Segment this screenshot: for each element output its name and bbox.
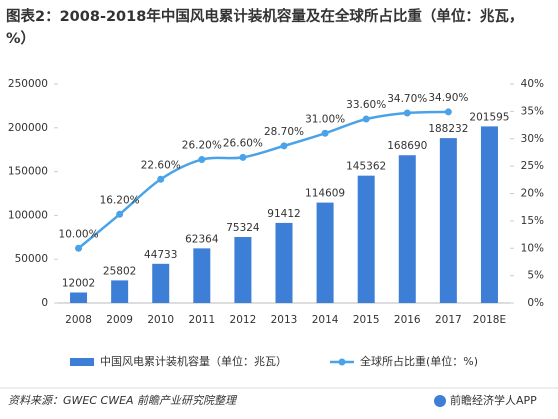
bar-label: 145362 [346,161,386,173]
bar [152,263,170,303]
y2-tick-label: 15% [521,215,544,227]
line-label: 26.60% [223,137,263,149]
line-point [444,108,452,116]
x-tick-label: 2017 [435,314,462,326]
bar [234,237,252,303]
y2-tick-label: 35% [521,105,544,117]
y2-tick-label: 30% [521,133,544,145]
bar-label: 168690 [387,140,427,152]
line-point [157,175,165,183]
bar-label: 91412 [267,208,300,220]
bar [480,126,498,304]
y2-tick-label: 40% [521,78,544,90]
legend-label: 中国风电累计装机容量（单位：兆瓦） [100,354,287,368]
brand: 前瞻经济学人APP [450,393,537,407]
bar-label: 75324 [226,222,260,234]
y2-tick-label: 25% [521,160,544,172]
bar-label: 12002 [62,277,95,289]
line-point [362,115,370,123]
y2-tick-label: 20% [521,188,544,200]
y-tick-label: 50000 [15,253,48,265]
bar [70,292,88,303]
y-tick-label: 100000 [8,209,48,221]
line-point [403,109,411,117]
line-label: 33.60% [346,99,386,111]
x-tick-label: 2008 [65,314,92,326]
line-point [116,210,124,218]
y-tick-label: 250000 [8,78,48,90]
chart-title: 图表2：2008-2018年中国风电累计装机容量及在全球所占比重（单位：兆瓦，%… [6,9,524,47]
bar-label: 62364 [185,233,219,245]
legend-swatch [338,358,346,366]
line-point [75,244,83,252]
line-label: 22.60% [141,159,181,171]
y2-tick-label: 0% [527,297,544,309]
bar [398,155,416,303]
bar-label: 201595 [469,111,509,123]
line-label: 34.70% [387,93,427,105]
bar-label: 114609 [305,188,345,200]
brand-icon [434,395,446,407]
x-tick-label: 2014 [312,314,339,326]
line-label: 10.00% [59,228,99,240]
x-tick-label: 2012 [230,314,257,326]
source: 资料来源：GWEC CWEA 前瞻产业研究院整理 [8,394,238,407]
bar [193,248,211,303]
bar [275,222,293,303]
x-tick-label: 2009 [106,314,133,326]
line-label: 28.70% [264,126,304,138]
bar-label: 188232 [428,123,468,135]
x-tick-label: 2010 [147,314,174,326]
line-label: 31.00% [305,113,345,125]
bar [316,202,334,303]
y-tick-label: 0 [41,297,48,309]
x-tick-label: 2011 [188,314,215,326]
x-tick-label: 2013 [271,314,298,326]
bar [111,280,129,303]
x-tick-label: 2015 [353,314,380,326]
line-point [321,129,329,137]
line-point [198,156,206,164]
legend-swatch [70,358,94,366]
line-label: 34.90% [428,92,468,104]
line-point [280,142,288,150]
y2-tick-label: 5% [527,270,544,282]
y2-tick-label: 10% [521,242,544,254]
x-tick-label: 2016 [394,314,421,326]
line-label: 26.20% [182,140,222,152]
bar-label: 44733 [144,249,177,261]
line-label: 16.20% [100,194,140,206]
line [77,110,449,250]
legend-label: 全球所占比重(单位：%) [360,354,478,368]
bar [357,175,375,303]
y-tick-label: 150000 [8,166,48,178]
x-tick-label: 2018E [473,314,506,326]
bar-label: 25802 [103,265,136,277]
line-point [239,153,247,161]
y-tick-label: 200000 [8,122,48,134]
bar [439,138,457,303]
